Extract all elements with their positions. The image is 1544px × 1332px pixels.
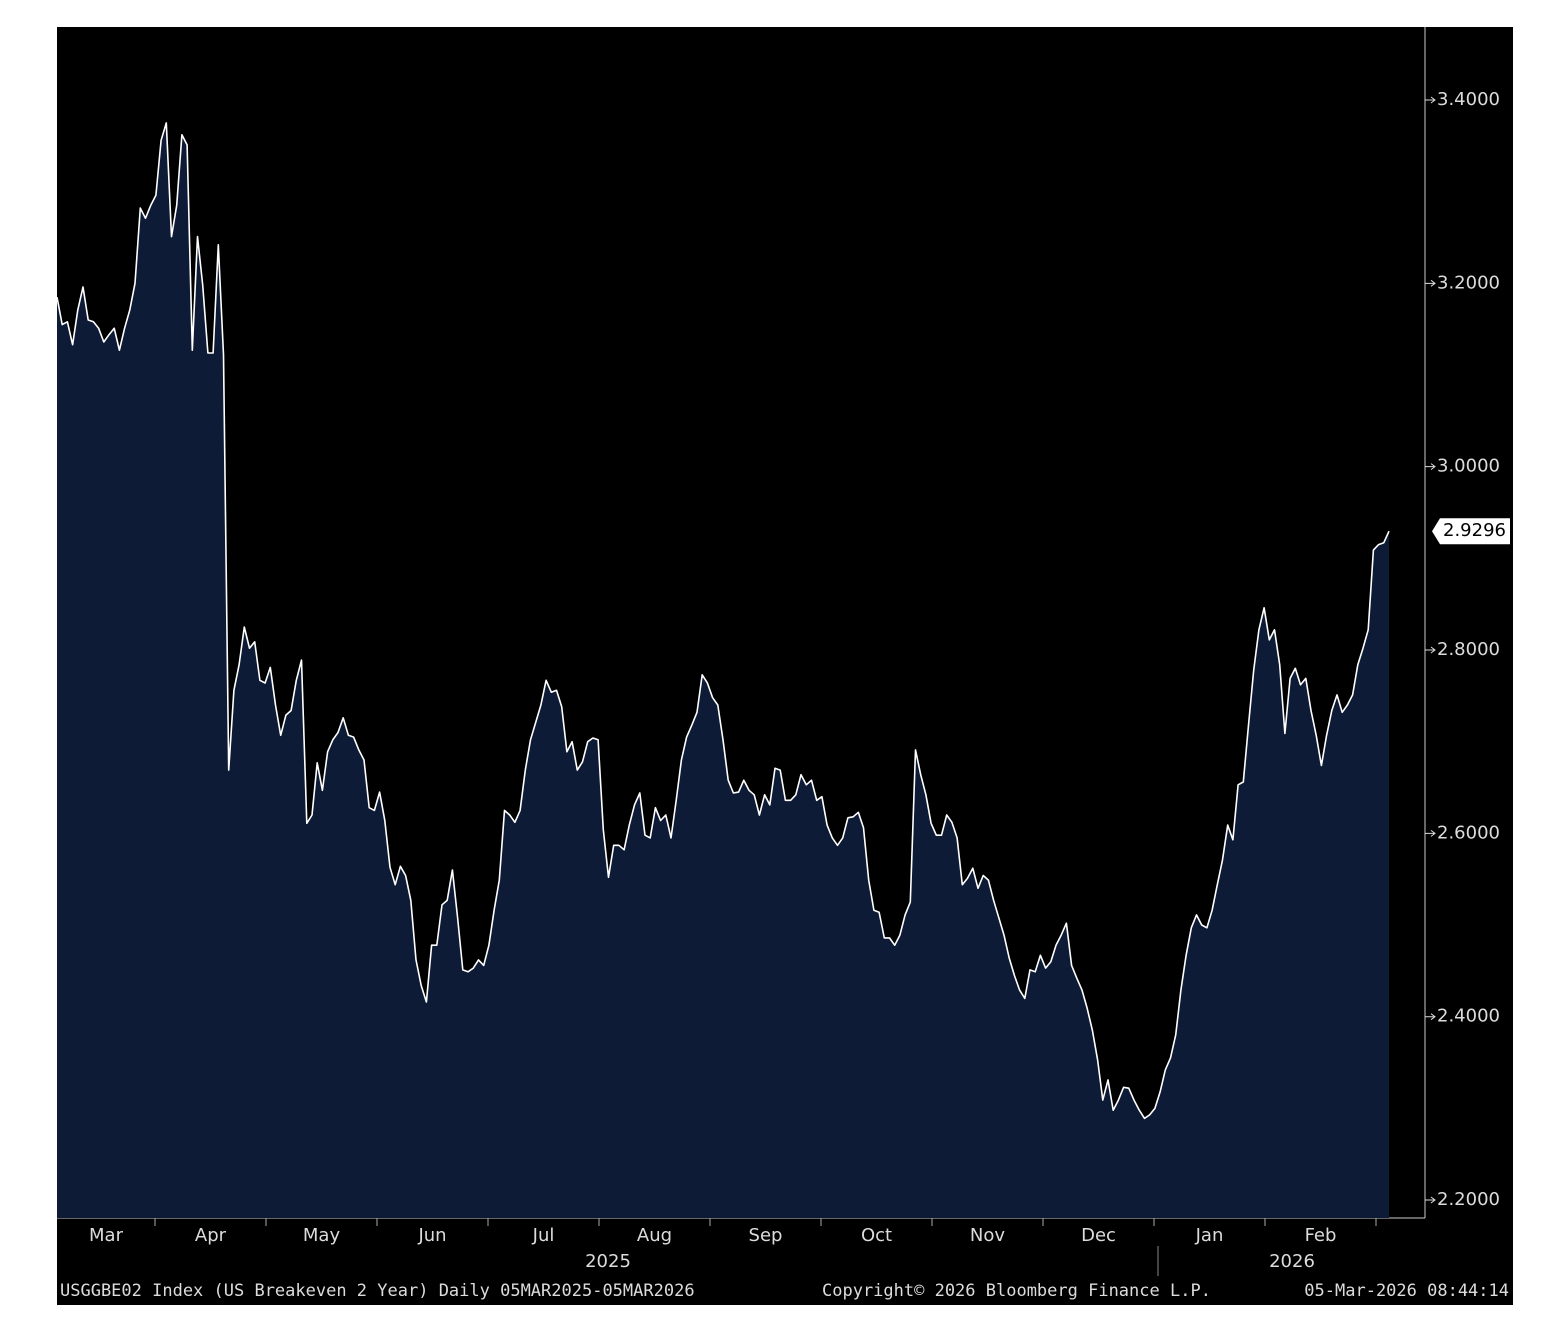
footer-right: 05-Mar-2026 08:44:14: [1304, 1281, 1509, 1301]
x-tick-label: Sep: [749, 1225, 783, 1246]
x-tick-label: Dec: [1081, 1225, 1116, 1246]
y-tick-label: 3.4000: [1437, 89, 1500, 110]
y-tick-label: 2.8000: [1437, 639, 1500, 660]
line: [56, 122, 1390, 1120]
x-tick-label: Jul: [532, 1225, 555, 1246]
y-tick: [1425, 829, 1436, 837]
y-tick-label: 2.2000: [1437, 1189, 1500, 1210]
last-value-box: [1432, 518, 1510, 545]
footer-left: USGGBE02 Index (US Breakeven 2 Year) Dai…: [60, 1281, 695, 1301]
x-tick-label: Mar: [89, 1225, 124, 1246]
x-tick-label: May: [303, 1225, 341, 1246]
year-label: 2026: [1269, 1251, 1315, 1272]
y-tick-label: 3.0000: [1437, 456, 1500, 477]
year-label: 2025: [585, 1251, 631, 1272]
x-tick-label: Apr: [195, 1225, 227, 1246]
y-tick: [1425, 96, 1436, 104]
y-tick: [1425, 463, 1436, 471]
last-value-label: 2.9296: [1443, 520, 1506, 541]
x-tick-label: Aug: [637, 1225, 672, 1246]
y-tick: [1425, 1013, 1436, 1021]
x-tick-label: Jan: [1195, 1225, 1224, 1246]
x-tick-label: Jun: [417, 1225, 446, 1246]
x-tick-label: Feb: [1305, 1225, 1337, 1246]
x-tick-label: Nov: [970, 1225, 1005, 1246]
footer-center: Copyright© 2026 Bloomberg Finance L.P.: [822, 1281, 1211, 1301]
y-tick-label: 2.4000: [1437, 1006, 1500, 1027]
y-tick-label: 2.6000: [1437, 822, 1500, 843]
y-tick-label: 3.2000: [1437, 272, 1500, 293]
y-tick: [1425, 279, 1436, 287]
area-fill: [57, 122, 1389, 1218]
y-tick: [1425, 646, 1436, 654]
y-tick: [1425, 1196, 1436, 1204]
x-tick-label: Oct: [861, 1225, 892, 1246]
